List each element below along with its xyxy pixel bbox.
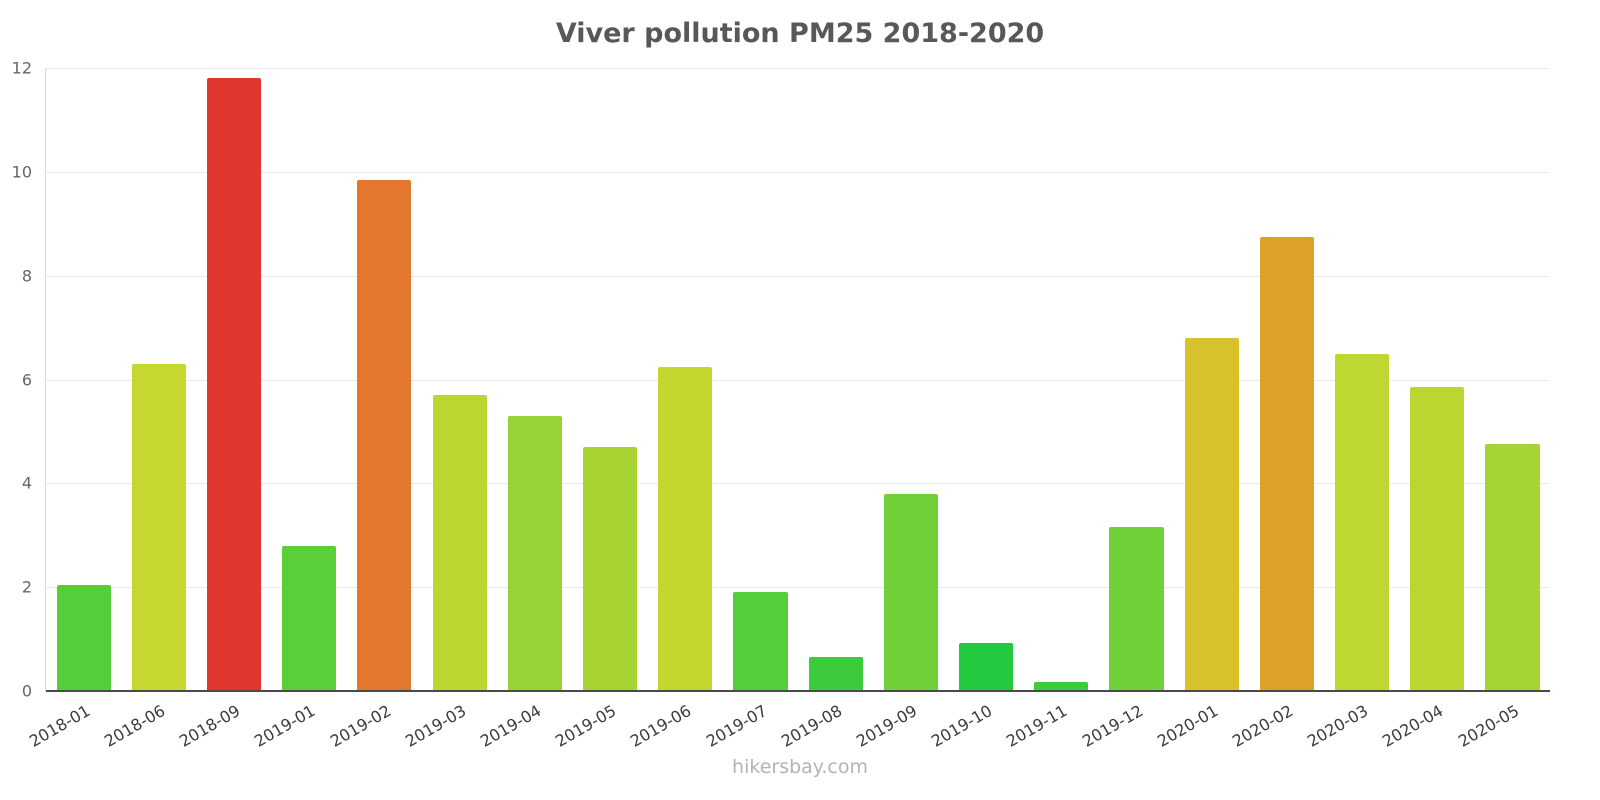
gridline <box>46 171 1550 173</box>
bar-chart: 2018-01 2018-06 2018-09 2019-01 2019-02 2019-… <box>26 68 1550 751</box>
bar-slot: 2019-11 <box>1003 68 1099 751</box>
bar[interactable] <box>507 415 562 691</box>
x-tick-label: 2018-06 <box>100 701 169 751</box>
y-axis: 0 2 4 6 8 10 12 <box>0 59 40 701</box>
bar[interactable] <box>883 493 938 691</box>
bar-slot: 2019-08 <box>778 68 873 751</box>
bar-slot: 2020-05 <box>1455 68 1550 751</box>
bar[interactable] <box>1259 236 1314 691</box>
gridline <box>46 379 1550 381</box>
x-tick-label: 2019-03 <box>401 701 470 751</box>
y-tick-label: 2 <box>21 577 32 597</box>
bar-slot: 2019-03 <box>402 68 497 751</box>
x-tick-label: 2020-03 <box>1304 701 1372 751</box>
bar[interactable] <box>357 179 412 691</box>
x-tick-label: 2019-12 <box>1078 701 1146 751</box>
chart-title: Viver pollution PM25 2018-2020 <box>555 18 1045 49</box>
bar-slot: 2020-03 <box>1304 68 1399 751</box>
bar-slot: 2018-06 <box>101 68 196 751</box>
bars-container: 2018-01 2018-06 2018-09 2019-01 2019-02 2019-… <box>26 68 1550 751</box>
bar-slot: 2019-12 <box>1079 68 1174 751</box>
y-tick-label: 4 <box>21 473 32 493</box>
y-tick-label: 0 <box>21 681 32 701</box>
bar[interactable] <box>1109 527 1164 691</box>
bar-slot: 2019-07 <box>703 68 798 751</box>
bar-slot: 2019-06 <box>627 68 723 751</box>
y-tick-label: 6 <box>21 370 32 389</box>
watermark-text: hikersbay.com <box>732 756 868 778</box>
y-tick-label: 12 <box>11 58 32 78</box>
y-tick-label: 10 <box>11 162 32 182</box>
bar[interactable] <box>733 592 788 691</box>
bar[interactable] <box>131 363 186 691</box>
x-tick-label: 2019-08 <box>777 701 846 751</box>
bar-slot: 2020-01 <box>1154 68 1249 751</box>
bar-slot: 2019-01 <box>251 68 347 751</box>
bar[interactable] <box>56 584 111 691</box>
bar-slot: 2019-04 <box>477 68 572 751</box>
x-tick-label: 2019-05 <box>552 701 620 751</box>
gridline <box>46 275 1550 277</box>
bar[interactable] <box>582 447 638 691</box>
bar[interactable] <box>1034 682 1089 691</box>
x-tick-label: 2019-09 <box>852 701 921 751</box>
bar-slot: 2018-09 <box>176 68 271 751</box>
bar[interactable] <box>282 545 337 691</box>
x-tick-label: 2020-01 <box>1153 701 1222 751</box>
bar-slot: 2019-02 <box>327 68 422 751</box>
x-axis-line <box>46 690 1550 692</box>
x-tick-label: 2018-09 <box>176 701 244 751</box>
gridline <box>46 483 1550 485</box>
bar[interactable] <box>206 78 262 691</box>
bar[interactable] <box>958 642 1014 691</box>
bar[interactable] <box>1410 387 1465 691</box>
x-tick-label: 2019-02 <box>326 701 394 751</box>
bar-slot: 2020-04 <box>1379 68 1475 751</box>
x-tick-label: 2020-04 <box>1379 701 1447 751</box>
gridline <box>46 68 1550 69</box>
bar[interactable] <box>1485 444 1540 691</box>
bar-slot: 2019-10 <box>928 68 1023 751</box>
x-tick-label: 2019-11 <box>1003 701 1071 751</box>
bar[interactable] <box>658 366 713 691</box>
x-tick-label: 2019-06 <box>627 701 695 751</box>
bar-slot: 2019-09 <box>853 68 948 751</box>
x-tick-label: 2019-10 <box>928 701 996 751</box>
bar[interactable] <box>808 657 863 691</box>
bar[interactable] <box>432 395 487 691</box>
x-tick-label: 2018-01 <box>25 701 94 751</box>
bar[interactable] <box>1334 353 1390 691</box>
bar-slot: 2019-05 <box>552 68 647 751</box>
bar-slot: 2020-02 <box>1229 68 1324 751</box>
x-tick-label: 2019-01 <box>251 701 319 751</box>
x-tick-label: 2020-05 <box>1454 701 1522 751</box>
x-tick-label: 2019-04 <box>476 701 545 751</box>
bar-slot: 2018-01 <box>26 68 121 751</box>
x-tick-label: 2020-02 <box>1228 701 1297 751</box>
bar[interactable] <box>1184 337 1239 691</box>
gridline <box>46 587 1550 589</box>
y-tick-label: 8 <box>21 266 32 286</box>
x-tick-label: 2019-07 <box>702 701 770 751</box>
